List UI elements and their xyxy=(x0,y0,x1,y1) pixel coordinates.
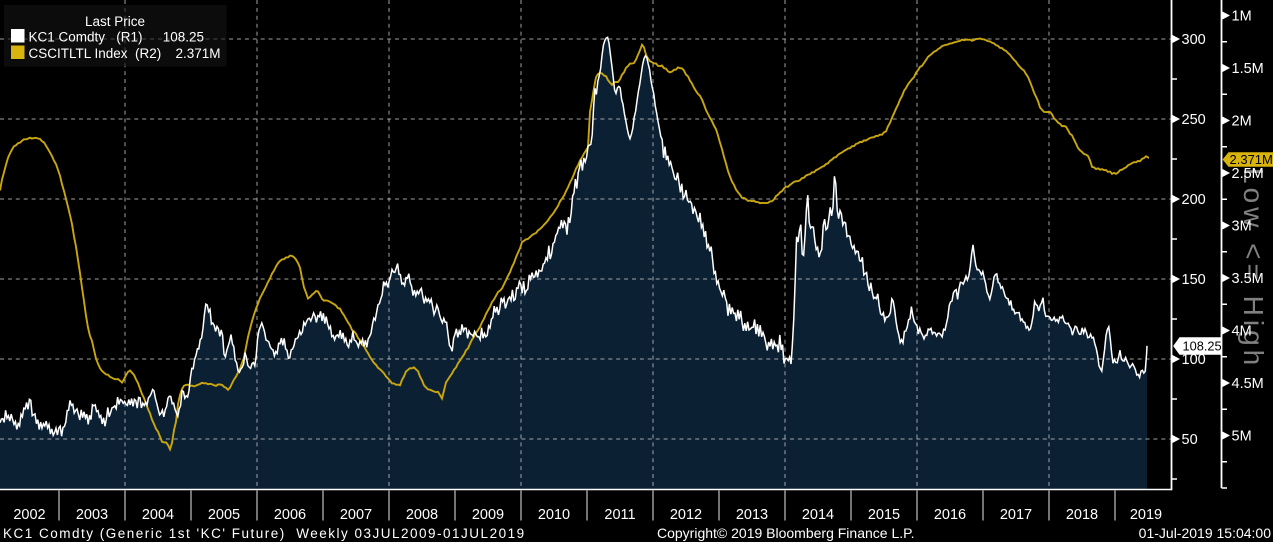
svg-text:2004: 2004 xyxy=(142,507,174,523)
svg-text:2008: 2008 xyxy=(406,507,438,523)
svg-text:2003: 2003 xyxy=(76,507,108,523)
svg-text:2016: 2016 xyxy=(934,507,966,523)
svg-text:108.25: 108.25 xyxy=(163,30,204,45)
svg-text:2018: 2018 xyxy=(1066,507,1098,523)
svg-text:2.371M: 2.371M xyxy=(175,46,220,61)
svg-text:2006: 2006 xyxy=(274,507,306,523)
svg-text:Low <= High: Low <= High xyxy=(1238,168,1269,369)
svg-text:2013: 2013 xyxy=(736,507,768,523)
svg-text:4M: 4M xyxy=(1232,324,1252,340)
svg-text:KC1 Comdty (R1): KC1 Comdty (R1) xyxy=(29,30,143,45)
svg-text:1M: 1M xyxy=(1232,9,1252,25)
svg-text:CSCITLTL Index (R2): CSCITLTL Index (R2) xyxy=(29,46,162,61)
svg-text:2017: 2017 xyxy=(1000,507,1032,523)
svg-text:2009: 2009 xyxy=(472,507,504,523)
svg-text:01-Jul-2019 15:04:00: 01-Jul-2019 15:04:00 xyxy=(1139,525,1272,541)
svg-text:300: 300 xyxy=(1182,32,1206,48)
svg-text:2002: 2002 xyxy=(13,507,45,523)
svg-text:3.5M: 3.5M xyxy=(1232,271,1264,287)
svg-text:200: 200 xyxy=(1182,192,1206,208)
svg-text:100: 100 xyxy=(1182,352,1206,368)
svg-text:KC1 Comdty (Generic 1st 'KC' F: KC1 Comdty (Generic 1st 'KC' Future) Wee… xyxy=(3,526,526,541)
svg-text:1.5M: 1.5M xyxy=(1232,61,1264,77)
svg-text:Last Price: Last Price xyxy=(85,14,145,29)
svg-text:2005: 2005 xyxy=(208,507,240,523)
svg-text:2011: 2011 xyxy=(604,507,635,523)
svg-text:108.25: 108.25 xyxy=(1183,339,1222,354)
svg-text:Copyright© 2019 Bloomberg Fina: Copyright© 2019 Bloomberg Finance L.P. xyxy=(657,525,915,541)
svg-text:2019: 2019 xyxy=(1130,507,1162,523)
svg-text:2014: 2014 xyxy=(802,507,834,523)
svg-text:50: 50 xyxy=(1182,432,1198,448)
svg-text:2M: 2M xyxy=(1232,114,1252,130)
svg-text:2.371M: 2.371M xyxy=(1230,152,1273,167)
svg-text:3M: 3M xyxy=(1232,219,1252,235)
svg-text:150: 150 xyxy=(1182,272,1206,288)
svg-text:250: 250 xyxy=(1182,112,1206,128)
svg-text:5M: 5M xyxy=(1232,429,1252,445)
svg-text:2.5M: 2.5M xyxy=(1232,166,1264,182)
svg-text:2012: 2012 xyxy=(670,507,702,523)
svg-text:2007: 2007 xyxy=(340,507,372,523)
svg-text:4.5M: 4.5M xyxy=(1232,376,1264,392)
svg-text:2015: 2015 xyxy=(868,507,900,523)
svg-text:2010: 2010 xyxy=(538,507,570,523)
